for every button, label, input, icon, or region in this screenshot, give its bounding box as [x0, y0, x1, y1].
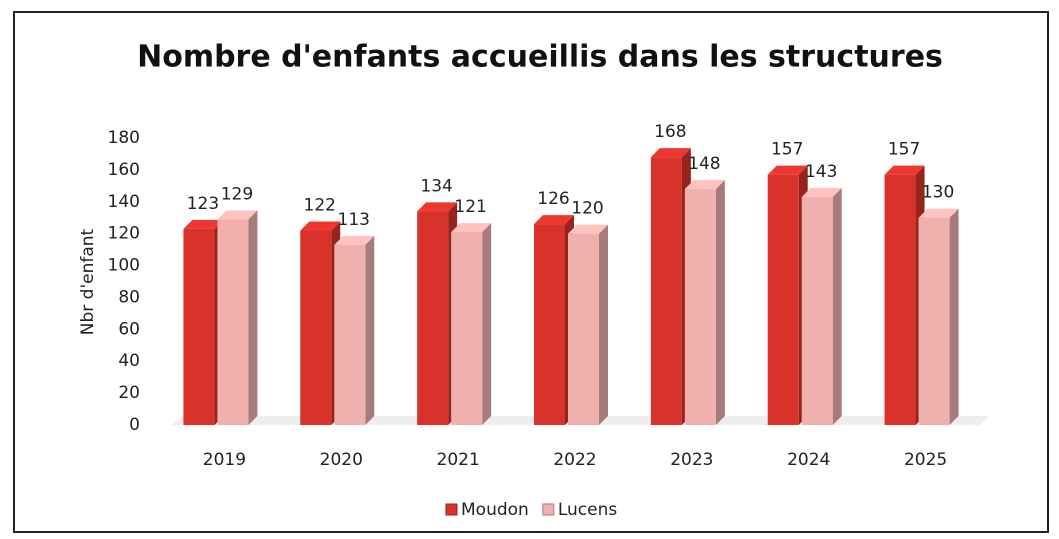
bar-front: [534, 224, 565, 425]
bar-top: [451, 223, 492, 233]
bar: [568, 224, 608, 425]
x-tick-label: 2022: [553, 450, 596, 470]
bar-front: [568, 233, 599, 425]
y-tick-label: 100: [108, 256, 140, 276]
bar-top: [183, 219, 224, 229]
chart-title: Nombre d'enfants accueillis dans les str…: [137, 40, 943, 75]
x-tick-label: 2023: [670, 450, 713, 470]
bar-top: [334, 235, 375, 245]
bar-front: [217, 219, 249, 425]
y-tick-label: 20: [118, 383, 140, 403]
bar-front: [417, 211, 449, 425]
y-tick-label: 0: [129, 415, 140, 435]
bar-top: [767, 165, 808, 175]
x-tick-label: 2021: [437, 450, 480, 470]
y-axis-label: Nbr d'enfant: [78, 228, 98, 335]
bar-side: [949, 208, 959, 425]
data-label: 157: [888, 140, 920, 160]
bar: [334, 235, 375, 425]
y-tick-label: 180: [108, 128, 140, 148]
bar-top: [650, 148, 691, 158]
bar-side: [248, 210, 258, 425]
data-label: 113: [338, 210, 370, 230]
bar-top: [568, 224, 608, 234]
bar-front: [684, 189, 716, 425]
legend-label: Lucens: [558, 500, 618, 520]
data-label: 120: [571, 199, 603, 219]
data-label: 157: [771, 140, 803, 160]
bar-top: [534, 215, 574, 225]
bar-front: [650, 157, 682, 425]
bar-top: [801, 187, 842, 197]
data-label: 122: [304, 195, 336, 215]
bar-top: [217, 210, 258, 220]
legend-swatch: [542, 503, 555, 516]
data-label: 130: [922, 183, 954, 203]
data-label: 121: [454, 197, 486, 217]
bar-side: [715, 180, 725, 425]
legend-swatch: [445, 503, 458, 516]
bar-top: [684, 180, 725, 190]
bar: [684, 180, 725, 425]
bar: [801, 187, 842, 425]
bar-front: [300, 230, 332, 425]
bar: [918, 208, 959, 425]
x-tick-label: 2024: [787, 450, 830, 470]
data-label: 126: [537, 189, 569, 209]
bar-front: [183, 228, 215, 425]
bar-front: [884, 174, 916, 425]
bar-side: [832, 187, 842, 425]
data-label: 134: [420, 176, 452, 196]
bar: [217, 210, 258, 425]
bar-top: [884, 165, 925, 175]
x-tick-label: 2025: [904, 450, 947, 470]
bar-front: [918, 217, 950, 425]
y-tick-label: 140: [108, 192, 140, 212]
x-tick-label: 2020: [320, 450, 363, 470]
bar: [451, 223, 492, 425]
y-tick-label: 40: [118, 351, 140, 371]
bar-top: [417, 202, 458, 212]
x-tick-label: 2019: [203, 450, 246, 470]
bar-front: [334, 244, 366, 425]
bar-front: [801, 196, 833, 425]
data-label: 143: [805, 162, 837, 182]
bar-side: [365, 235, 375, 425]
bar-front: [451, 232, 483, 425]
data-label: 168: [654, 122, 686, 142]
bar-side: [599, 224, 608, 425]
bar-top: [918, 208, 959, 218]
bar-top: [300, 221, 341, 231]
y-tick-label: 160: [108, 160, 140, 180]
data-label: 123: [187, 194, 219, 214]
legend-label: Moudon: [461, 500, 529, 520]
y-tick-label: 120: [108, 224, 140, 244]
data-label: 148: [688, 154, 720, 174]
y-tick-label: 60: [118, 319, 140, 339]
y-tick-label: 80: [118, 287, 140, 307]
bar-front: [767, 174, 799, 425]
bar-side: [482, 223, 492, 425]
data-label: 129: [221, 184, 253, 204]
